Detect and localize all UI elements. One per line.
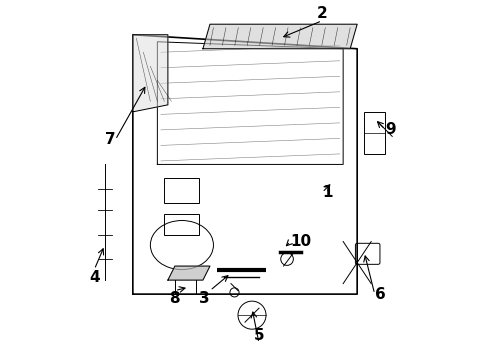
Polygon shape (203, 24, 357, 49)
Text: 7: 7 (105, 132, 115, 147)
Text: 2: 2 (317, 6, 327, 21)
Text: 10: 10 (291, 234, 312, 249)
Text: 4: 4 (89, 270, 99, 285)
Text: 9: 9 (385, 122, 396, 137)
Text: 1: 1 (322, 185, 333, 200)
Polygon shape (133, 35, 168, 112)
Text: 3: 3 (199, 291, 210, 306)
Polygon shape (168, 266, 210, 280)
Text: 6: 6 (375, 287, 386, 302)
Text: 8: 8 (170, 291, 180, 306)
Text: 5: 5 (254, 328, 264, 343)
